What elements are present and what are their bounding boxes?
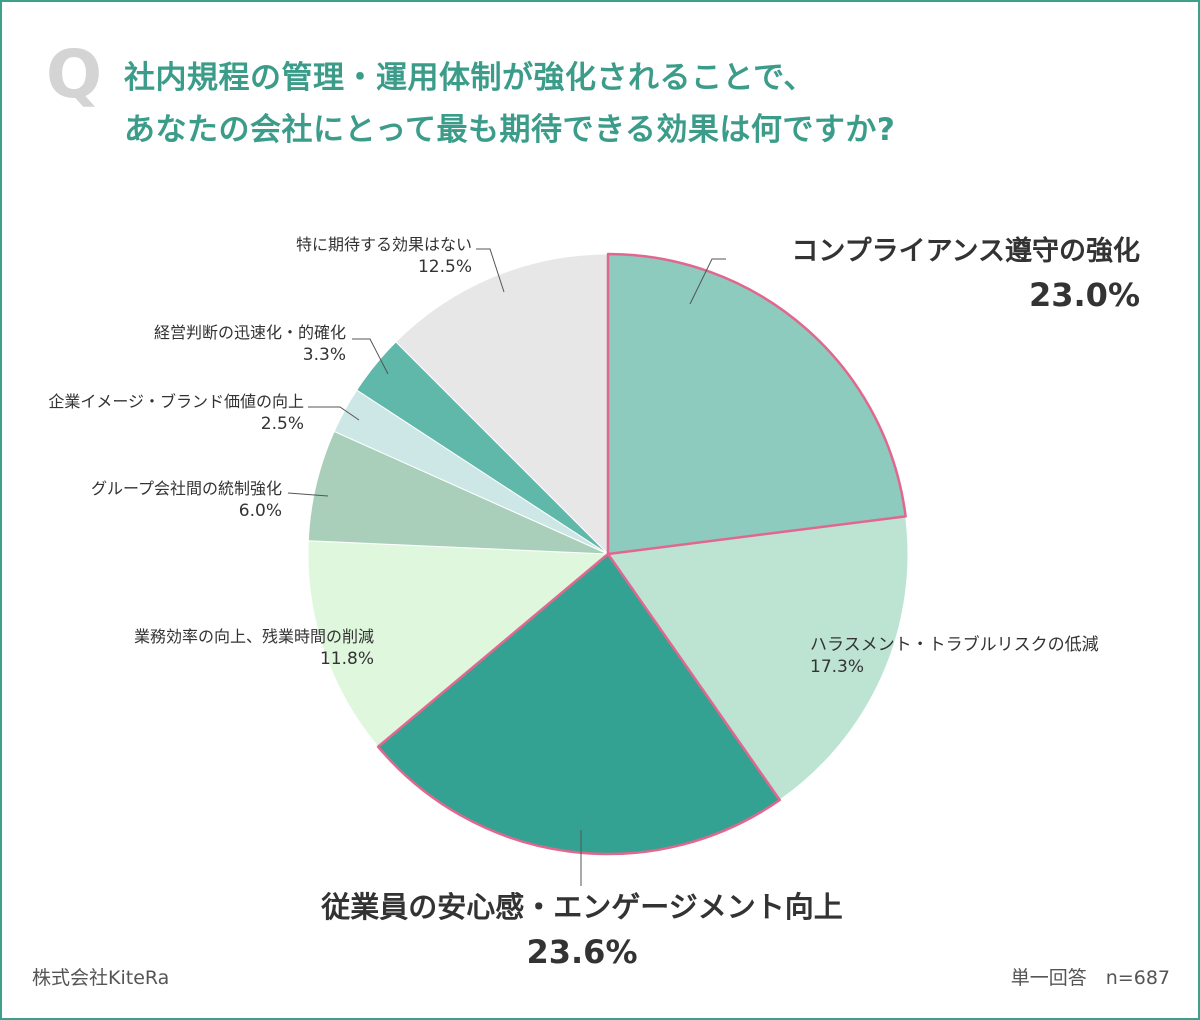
slice-label-5: グループ会社間の統制強化 — [91, 479, 282, 498]
slice-value-3: 23.6% — [526, 933, 637, 971]
slice-label-8: 特に期待する効果はない — [296, 235, 472, 254]
slice-labels: コンプライアンス遵守の強化 23.0% ハラスメント・トラブルリスクの低減17.3%… — [48, 235, 1140, 971]
slice-label-1: コンプライアンス遵守の強化 — [791, 235, 1140, 267]
pie-slice-2 — [607, 515, 909, 801]
slice-label-4: 業務効率の向上、残業時間の削減 — [134, 627, 374, 646]
pie-slice-1 — [607, 253, 907, 555]
highlight-outline-1 — [606, 252, 907, 556]
sample-size: 単一回答 n=687 — [1010, 967, 1170, 989]
leader-line-5 — [287, 492, 329, 497]
slice-value-8: 12.5% — [418, 257, 472, 277]
leader-line-7 — [352, 338, 389, 375]
slice-label-7: 経営判断の迅速化・的確化 — [154, 323, 346, 342]
leader-line-6 — [308, 406, 360, 421]
slice-value-6: 2.5% — [261, 414, 304, 434]
slice-label-2: ハラスメント・トラブルリスクの低減 — [810, 634, 1099, 655]
slice-value-2: 17.3% — [810, 657, 864, 677]
pie-highlight-outlines — [376, 252, 907, 856]
leader-lines — [287, 248, 726, 886]
leader-line-8 — [476, 248, 505, 293]
slice-value-1: 23.0% — [1029, 276, 1140, 314]
question-title: 社内規程の管理・運用体制が強化されることで、 あなたの会社にとって最も期待できる… — [124, 52, 895, 156]
pie-slice-4 — [307, 540, 610, 748]
highlight-outline-3 — [376, 552, 781, 856]
slice-value-7: 3.3% — [303, 345, 346, 365]
slice-value-5: 6.0% — [239, 501, 282, 521]
slice-label-6: 企業イメージ・ブランド価値の向上 — [48, 392, 304, 411]
pie-slices — [307, 253, 909, 855]
question-mark-icon: Q — [46, 36, 103, 113]
question-line-2: あなたの会社にとって最も期待できる効果は何ですか? — [124, 112, 896, 148]
question-line-1: 社内規程の管理・運用体制が強化されることで、 — [124, 60, 815, 96]
leader-line-1 — [689, 258, 726, 305]
slice-value-4: 11.8% — [320, 649, 374, 669]
source-company: 株式会社KiteRa — [32, 967, 170, 989]
slice-label-3: 従業員の安心感・エンゲージメント向上 — [320, 890, 842, 924]
pie-slice-8 — [395, 253, 609, 556]
